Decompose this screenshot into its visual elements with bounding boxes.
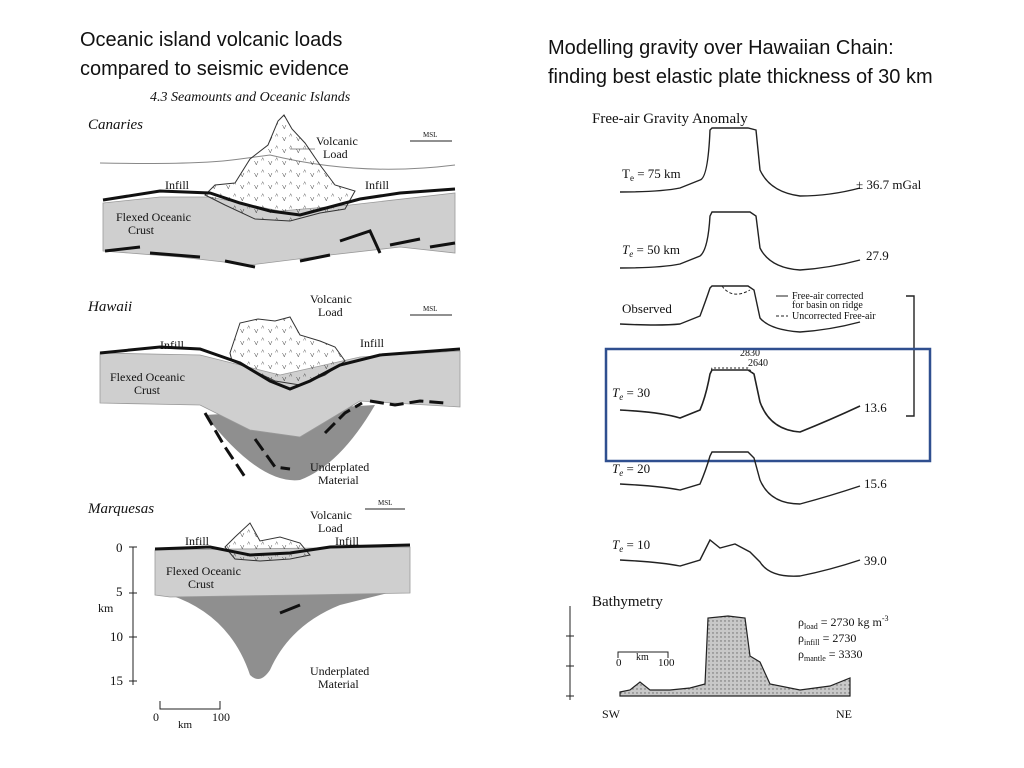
left-title-line1: Oceanic island volcanic loads xyxy=(80,29,343,51)
depth-unit: km xyxy=(98,601,114,615)
depth-tick-5: 5 xyxy=(116,584,123,599)
scale-end: 100 xyxy=(212,710,230,724)
density-infill: ρinfill = 2730 xyxy=(798,631,856,647)
scale-bar: 0 100 km xyxy=(153,701,230,731)
infill-right-label: Infill xyxy=(365,178,390,192)
crust-label: Flexed Oceanic Crust xyxy=(116,210,194,237)
value-te-75: ± 36.7 mGal xyxy=(856,177,922,192)
profile-observed: Observed Free-air corrected for basin on… xyxy=(619,285,915,417)
panel-name-canaries: Canaries xyxy=(88,117,143,133)
volcanic-load xyxy=(204,114,356,222)
infill-left-label: Infill xyxy=(185,534,210,548)
infill-left-label: Infill xyxy=(160,338,185,352)
right-title-line2: finding best elastic plate thickness of … xyxy=(548,66,933,88)
profile-te-50: Te = 50 km 27.9 xyxy=(619,211,889,271)
depth-axis: 0 5 km 10 15 xyxy=(98,540,137,688)
scale-unit: km xyxy=(178,719,193,731)
crust-label: Flexed Oceanic Crust xyxy=(166,564,244,591)
panel-marquesas: Marquesas MSL Volcanic Load Infill Infil… xyxy=(87,499,411,731)
profile-te-75: Te = 75 km ± 36.7 mGal xyxy=(619,127,922,197)
depth-tick-15: 15 xyxy=(110,673,123,688)
sw-label: SW xyxy=(602,707,621,721)
observed-legend: Free-air corrected for basin on ridge Un… xyxy=(776,291,876,322)
left-figure-header: 4.3 Seamounts and Oceanic Islands xyxy=(150,90,351,105)
left-figure: ˅ ˄ 4.3 Seamounts and Oceanic Islands Ca… xyxy=(87,90,461,731)
profile-te-20: Te = 20 15.6 xyxy=(612,451,887,505)
msl-label: MSL xyxy=(423,131,437,139)
infill-left-label: Infill xyxy=(165,178,190,192)
comparison-bracket xyxy=(906,295,915,417)
left-title-line2: compared to seismic evidence xyxy=(80,58,350,80)
crust-band xyxy=(154,546,411,598)
svg-text:Uncorrected Free-air: Uncorrected Free-air xyxy=(792,311,876,322)
volcanic-load xyxy=(224,522,311,562)
right-title-line1: Modelling gravity over Hawaiian Chain: xyxy=(548,37,894,59)
infill-right-label: Infill xyxy=(335,534,360,548)
ne-label: NE xyxy=(836,707,852,721)
right-title: Modelling gravity over Hawaiian Chain: f… xyxy=(548,34,933,92)
label-te-20: Te = 20 xyxy=(612,461,650,478)
panel-canaries: Canaries MSL Volcanic Load Infill Infill… xyxy=(88,114,456,269)
panel-hawaii: Hawaii MSL Volcanic Load Infill Infill F… xyxy=(87,292,461,487)
crust-label: Flexed Oceanic Crust xyxy=(110,370,188,397)
density-load: ρload = 2730 kg m-3 xyxy=(798,614,889,631)
depth-tick-10: 10 xyxy=(110,629,123,644)
infill-right-label: Infill xyxy=(360,336,385,350)
bathymetry-header: Bathymetry xyxy=(592,594,663,610)
value-te-20: 15.6 xyxy=(864,476,887,491)
bathymetry-scale: 0 km 100 xyxy=(616,651,675,669)
volcanic-load-label: Volcanic Load xyxy=(316,134,361,161)
scale-start: 0 xyxy=(153,710,159,724)
annotation-2640: 2640 xyxy=(748,358,768,369)
msl-label: MSL xyxy=(378,499,392,507)
value-te-50: 27.9 xyxy=(866,248,889,263)
svg-text:Free-air corrected: Free-air corrected xyxy=(792,291,863,302)
bathymetry-panel: Bathymetry 0 km 100 ρload = 2730 kg m-3 … xyxy=(566,594,889,721)
profile-te-10: Te = 10 39.0 xyxy=(612,537,887,577)
msl-label: MSL xyxy=(423,305,437,313)
depth-tick-0: 0 xyxy=(116,540,123,555)
underplated-label: Underplated Material xyxy=(310,664,372,691)
bathy-scale-unit: km xyxy=(636,652,649,663)
value-te-10: 39.0 xyxy=(864,553,887,568)
label-observed: Observed xyxy=(622,301,672,316)
right-figure: Free-air Gravity Anomaly Te = 75 km ± 36… xyxy=(566,111,932,721)
gravity-header: Free-air Gravity Anomaly xyxy=(592,111,748,127)
profile-te-30: Te = 30 13.6 2830 2640 xyxy=(612,348,887,433)
bathy-scale-start: 0 xyxy=(616,657,622,669)
label-te-50: Te = 50 km xyxy=(622,242,680,259)
density-mantle: ρmantle = 3330 xyxy=(798,647,863,663)
panel-name-hawaii: Hawaii xyxy=(87,299,132,315)
panel-name-marquesas: Marquesas xyxy=(87,501,154,517)
underplated-area xyxy=(170,590,400,679)
annotation-2830: 2830 xyxy=(740,348,760,359)
value-te-30: 13.6 xyxy=(864,400,887,415)
label-te-30: Te = 30 xyxy=(612,385,650,402)
svg-text:for basin on ridge: for basin on ridge xyxy=(792,300,863,311)
label-te-10: Te = 10 xyxy=(612,537,650,554)
bathymetry-profile xyxy=(619,615,851,697)
underplated-label: Underplated Material xyxy=(310,460,372,487)
left-title: Oceanic island volcanic loads compared t… xyxy=(80,26,349,84)
volcanic-load-label: Volcanic Load xyxy=(310,292,355,319)
best-fit-highlight xyxy=(604,347,932,463)
bathy-scale-end: 100 xyxy=(658,657,675,669)
volcanic-load-label: Volcanic Load xyxy=(310,508,355,535)
label-te-75: Te = 75 km xyxy=(622,166,681,183)
